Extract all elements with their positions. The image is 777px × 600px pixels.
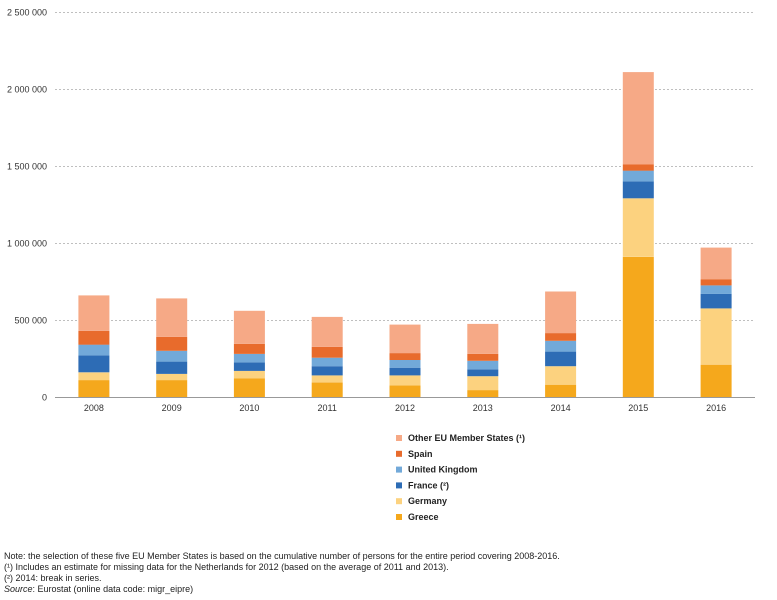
bar-2011-series-5 [311, 316, 343, 347]
bar-2008-series-0 [78, 380, 110, 397]
bar-2011-series-2 [311, 366, 343, 376]
x-tick-label: 2012 [395, 403, 415, 413]
bar-2009-series-3 [156, 350, 188, 362]
footnote-1: (¹) Includes an estimate for missing dat… [4, 562, 449, 572]
bar-2012-series-0 [389, 385, 421, 397]
bar-2009-series-4 [156, 336, 188, 351]
x-tick-label: 2008 [84, 403, 104, 413]
y-tick-label: 500 000 [14, 316, 47, 326]
bar-2010-series-2 [233, 362, 265, 371]
bar-2014-series-5 [545, 291, 577, 334]
bar-2010-series-1 [233, 370, 265, 379]
bar-2010-series-3 [233, 353, 265, 363]
bar-2014-series-0 [545, 384, 577, 397]
bar-2015-series-1 [622, 198, 654, 257]
bar-2016-series-2 [700, 293, 732, 309]
legend: Other EU Member States (¹) Spain United Ki… [396, 433, 525, 522]
x-tick-label: 2013 [473, 403, 493, 413]
bar-2009-series-1 [156, 373, 188, 381]
legend-swatch [396, 435, 402, 441]
y-tick-label: 1 000 000 [7, 239, 47, 249]
legend-label: Greece [408, 512, 439, 522]
legend-swatch [396, 450, 402, 457]
bar-2010-series-5 [233, 310, 265, 344]
x-tick-label: 2016 [706, 403, 726, 413]
bar-2009-series-0 [156, 380, 188, 397]
x-tick-label: 2015 [628, 403, 648, 413]
x-tick-label: 2010 [239, 403, 259, 413]
bar-2015-series-0 [622, 256, 654, 397]
bar-2015-series-4 [622, 164, 654, 171]
bar-2008-series-5 [78, 295, 110, 331]
bar-2013-series-5 [467, 323, 499, 354]
bar-2012-series-2 [389, 367, 421, 376]
footnote-2: (²) 2014: break in series. [4, 573, 102, 583]
x-axis-ticks: 2008 2009 2010 2011 2012 2013 2014 2015 2016 [84, 403, 726, 413]
bar-2015-series-3 [622, 170, 654, 182]
note-text: Note: the selection of these five EU Mem… [4, 551, 560, 561]
bar-2016-series-0 [700, 364, 732, 397]
chart: 0 500 000 1 000 000 1 500 000 2 000 000 2 500… [7, 8, 755, 522]
bar-2008-series-4 [78, 330, 110, 345]
bar-2011-series-3 [311, 357, 343, 367]
bar-2014-series-2 [545, 351, 577, 367]
legend-label: Spain [408, 449, 433, 459]
bar-2015-series-2 [622, 181, 654, 199]
source-line: Source: Eurostat (online data code: migr… [4, 584, 560, 595]
bar-2016-series-1 [700, 308, 732, 365]
bar-2008-series-1 [78, 372, 110, 381]
bar-2013-series-1 [467, 376, 499, 391]
bar-2008-series-3 [78, 344, 110, 356]
bar-2015-series-5 [622, 72, 654, 165]
bar-2016-series-5 [700, 247, 732, 280]
bar-2010-series-0 [233, 378, 265, 397]
x-tick-label: 2011 [318, 403, 337, 413]
y-tick-label: 2 500 000 [7, 8, 47, 18]
y-tick-label: 1 500 000 [7, 162, 47, 172]
legend-swatch [396, 482, 402, 489]
y-axis-ticks: 0 500 000 1 000 000 1 500 000 2 000 000 2 500… [7, 8, 47, 403]
bars [78, 72, 732, 397]
source-text: : Eurostat (online data code: migr_eipre… [32, 584, 194, 594]
chart-notes: Note: the selection of these five EU Mem… [4, 551, 560, 595]
bar-2013-series-2 [467, 369, 499, 377]
bar-2012-series-1 [389, 375, 421, 386]
bar-2016-series-3 [700, 285, 732, 294]
legend-swatch [396, 514, 402, 520]
bar-2012-series-5 [389, 324, 421, 354]
y-tick-label: 2 000 000 [7, 85, 47, 95]
bar-2008-series-2 [78, 355, 110, 373]
bar-2013-series-3 [467, 360, 499, 370]
bar-2010-series-4 [233, 343, 265, 354]
bar-2011-series-4 [311, 346, 343, 358]
bar-2012-series-4 [389, 353, 421, 360]
legend-label: Other EU Member States (¹) [408, 433, 525, 443]
legend-label: United Kingdom [408, 465, 478, 475]
bar-2012-series-3 [389, 360, 421, 368]
bar-2014-series-3 [545, 340, 577, 352]
bar-2009-series-5 [156, 298, 188, 337]
y-tick-label: 0 [42, 393, 47, 403]
bar-2013-series-0 [467, 390, 499, 397]
bar-2009-series-2 [156, 361, 188, 374]
x-tick-label: 2014 [551, 403, 571, 413]
legend-label: Germany [408, 496, 447, 506]
legend-swatch [396, 466, 402, 473]
bar-2014-series-4 [545, 333, 577, 341]
legend-label: France (²) [408, 480, 449, 490]
bar-2016-series-4 [700, 279, 732, 286]
bar-2011-series-1 [311, 375, 343, 383]
x-tick-label: 2009 [162, 403, 182, 413]
bar-2013-series-4 [467, 353, 499, 361]
legend-swatch [396, 498, 402, 505]
bar-2011-series-0 [311, 382, 343, 397]
bar-2014-series-1 [545, 366, 577, 385]
source-label: Source [4, 584, 33, 594]
